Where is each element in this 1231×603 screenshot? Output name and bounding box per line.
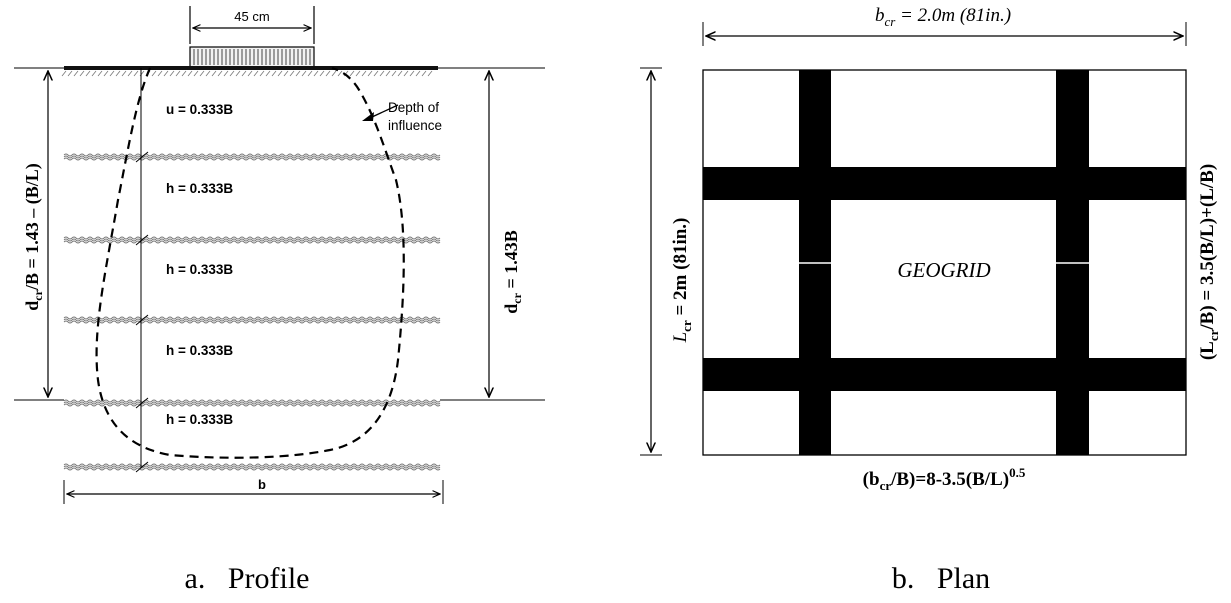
h-spacing-label-2: h = 0.333B <box>166 262 233 277</box>
geogrid-layer <box>63 461 441 473</box>
profile-caption: a. Profile <box>185 562 310 595</box>
footing-width-label: 45 cm <box>234 9 269 24</box>
depth-of-influence-curve <box>95 66 405 459</box>
geogrid-layers <box>63 151 441 473</box>
left-depth-label: dcr/B = 1.43 – (B/L) <box>22 163 45 310</box>
bottom-width-dimension: b <box>63 477 444 504</box>
footing-width-dimension: 45 cm <box>189 6 315 44</box>
u-spacing-label: u = 0.333B <box>166 102 233 117</box>
depth-of-influence-leader <box>371 104 399 118</box>
ground-hatch <box>61 70 433 77</box>
depth-of-influence-label-line2: influence <box>388 118 442 133</box>
profile-diagram: 45 cm Depth of influence u = 0.333B h = … <box>14 6 545 595</box>
plan-left-dimension: Lcr = 2m (81in.) <box>640 67 694 456</box>
plan-diagram: bcr = 2.0m (81in.) Lcr = 2m (81in.) GEOG… <box>640 5 1221 595</box>
geogrid-label: GEOGRID <box>897 258 990 282</box>
geogrid-layer <box>63 397 441 409</box>
plan-caption: b. Plan <box>892 562 990 595</box>
geogrid-layer <box>63 314 441 326</box>
plan-bottom-formula: (bcr/B)=8-3.5(B/L)0.5 <box>863 465 1026 493</box>
geogrid-layer <box>63 234 441 246</box>
bottom-width-label: b <box>258 477 266 492</box>
plan-right-formula: (Lcr/B) = 3.5(B/L)+(L/B) <box>1197 164 1221 360</box>
depth-of-influence-label-line1: Depth of <box>388 100 439 115</box>
plan-top-dimension: bcr = 2.0m (81in.) <box>702 5 1187 46</box>
h-spacing-label-4: h = 0.333B <box>166 412 233 427</box>
depth-of-influence-arrowhead <box>362 112 374 121</box>
plan-left-dimension-label: Lcr = 2m (81in.) <box>670 218 694 344</box>
ground-surface <box>64 66 438 70</box>
h-spacing-label-3: h = 0.333B <box>166 343 233 358</box>
geogrid-strip-horizontal-bottom <box>703 358 1186 391</box>
h-spacing-label-1: h = 0.333B <box>166 181 233 196</box>
geogrid-layer <box>63 151 441 163</box>
geogrid-strip-horizontal-top <box>703 167 1186 200</box>
right-depth-label: dcr = 1.43B <box>501 230 524 313</box>
footing <box>189 46 315 68</box>
plan-top-dimension-label: bcr = 2.0m (81in.) <box>875 5 1011 29</box>
